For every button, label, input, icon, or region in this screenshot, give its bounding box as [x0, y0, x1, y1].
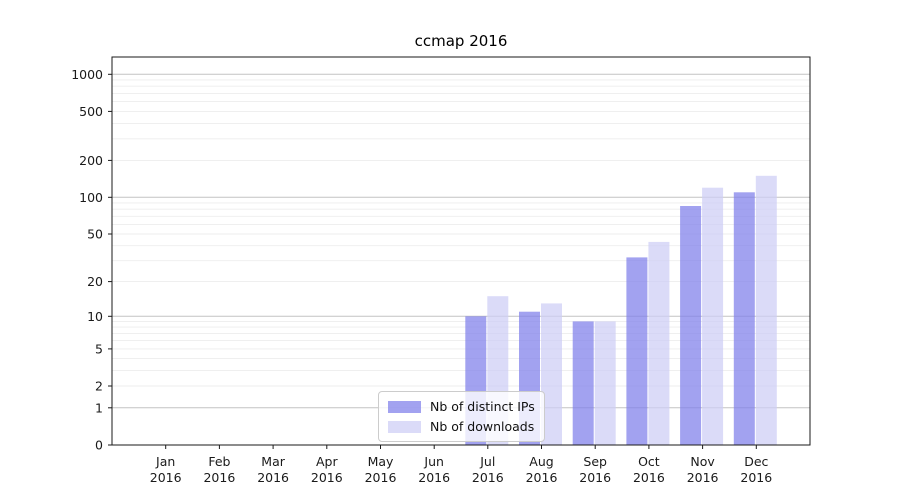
- bar-distinct-ips: [572, 321, 594, 445]
- x-tick-label-year: 2016: [579, 470, 611, 485]
- chart-title: ccmap 2016: [414, 32, 508, 50]
- legend: Nb of distinct IPs Nb of downloads: [378, 391, 545, 442]
- x-tick-label-month: Aug: [529, 454, 553, 469]
- bar-distinct-ips: [626, 257, 648, 445]
- x-tick-label-month: Jun: [423, 454, 444, 469]
- x-tick-label-year: 2016: [365, 470, 397, 485]
- x-tick-label-month: Feb: [208, 454, 230, 469]
- legend-label-distinct-ips: Nb of distinct IPs: [430, 399, 535, 414]
- y-tick-label: 0: [95, 438, 103, 453]
- y-tick-label: 1: [95, 400, 103, 415]
- y-tick-label: 200: [79, 153, 103, 168]
- x-tick-label-year: 2016: [472, 470, 504, 485]
- bar-downloads: [755, 175, 777, 446]
- x-tick-label-year: 2016: [311, 470, 343, 485]
- y-tick-label: 20: [87, 274, 103, 289]
- bar-distinct-ips: [733, 192, 755, 445]
- x-tick-label-year: 2016: [687, 470, 719, 485]
- x-tick-label-year: 2016: [526, 470, 558, 485]
- y-tick-label: 5: [95, 341, 103, 356]
- bar-downloads: [702, 187, 724, 445]
- x-tick-label-month: Dec: [744, 454, 768, 469]
- x-tick-label-year: 2016: [418, 470, 450, 485]
- bar-distinct-ips: [680, 206, 702, 445]
- plot-border: [111, 56, 811, 446]
- x-tick-label-year: 2016: [633, 470, 665, 485]
- y-tick-label: 1000: [71, 67, 103, 82]
- bar-downloads: [541, 303, 562, 445]
- x-tick-label-year: 2016: [203, 470, 235, 485]
- x-tick-label-year: 2016: [257, 470, 289, 485]
- legend-swatch-downloads: [388, 420, 421, 433]
- legend-item-downloads: Nb of downloads: [388, 419, 534, 434]
- x-tick-label-year: 2016: [740, 470, 772, 485]
- y-tick-label: 2: [95, 379, 103, 394]
- y-tick-label: 500: [79, 104, 103, 119]
- y-tick-label: 10: [87, 309, 103, 324]
- x-tick-label-year: 2016: [150, 470, 182, 485]
- bar-downloads: [648, 241, 670, 445]
- legend-item-distinct-ips: Nb of distinct IPs: [388, 399, 535, 414]
- y-tick-label: 100: [79, 190, 103, 205]
- x-tick-label-month: Jul: [479, 454, 495, 469]
- legend-swatch-distinct-ips: [388, 400, 421, 413]
- x-tick-label-month: Nov: [690, 454, 715, 469]
- x-tick-label-month: Oct: [638, 454, 660, 469]
- legend-label-downloads: Nb of downloads: [430, 419, 535, 434]
- x-tick-label-month: Sep: [583, 454, 607, 469]
- x-tick-label-month: Apr: [316, 454, 338, 469]
- x-tick-label-month: May: [368, 454, 394, 469]
- x-tick-label-month: Jan: [155, 454, 175, 469]
- bar-downloads: [594, 321, 616, 445]
- y-tick-label: 50: [87, 227, 103, 242]
- x-tick-label-month: Mar: [261, 454, 285, 469]
